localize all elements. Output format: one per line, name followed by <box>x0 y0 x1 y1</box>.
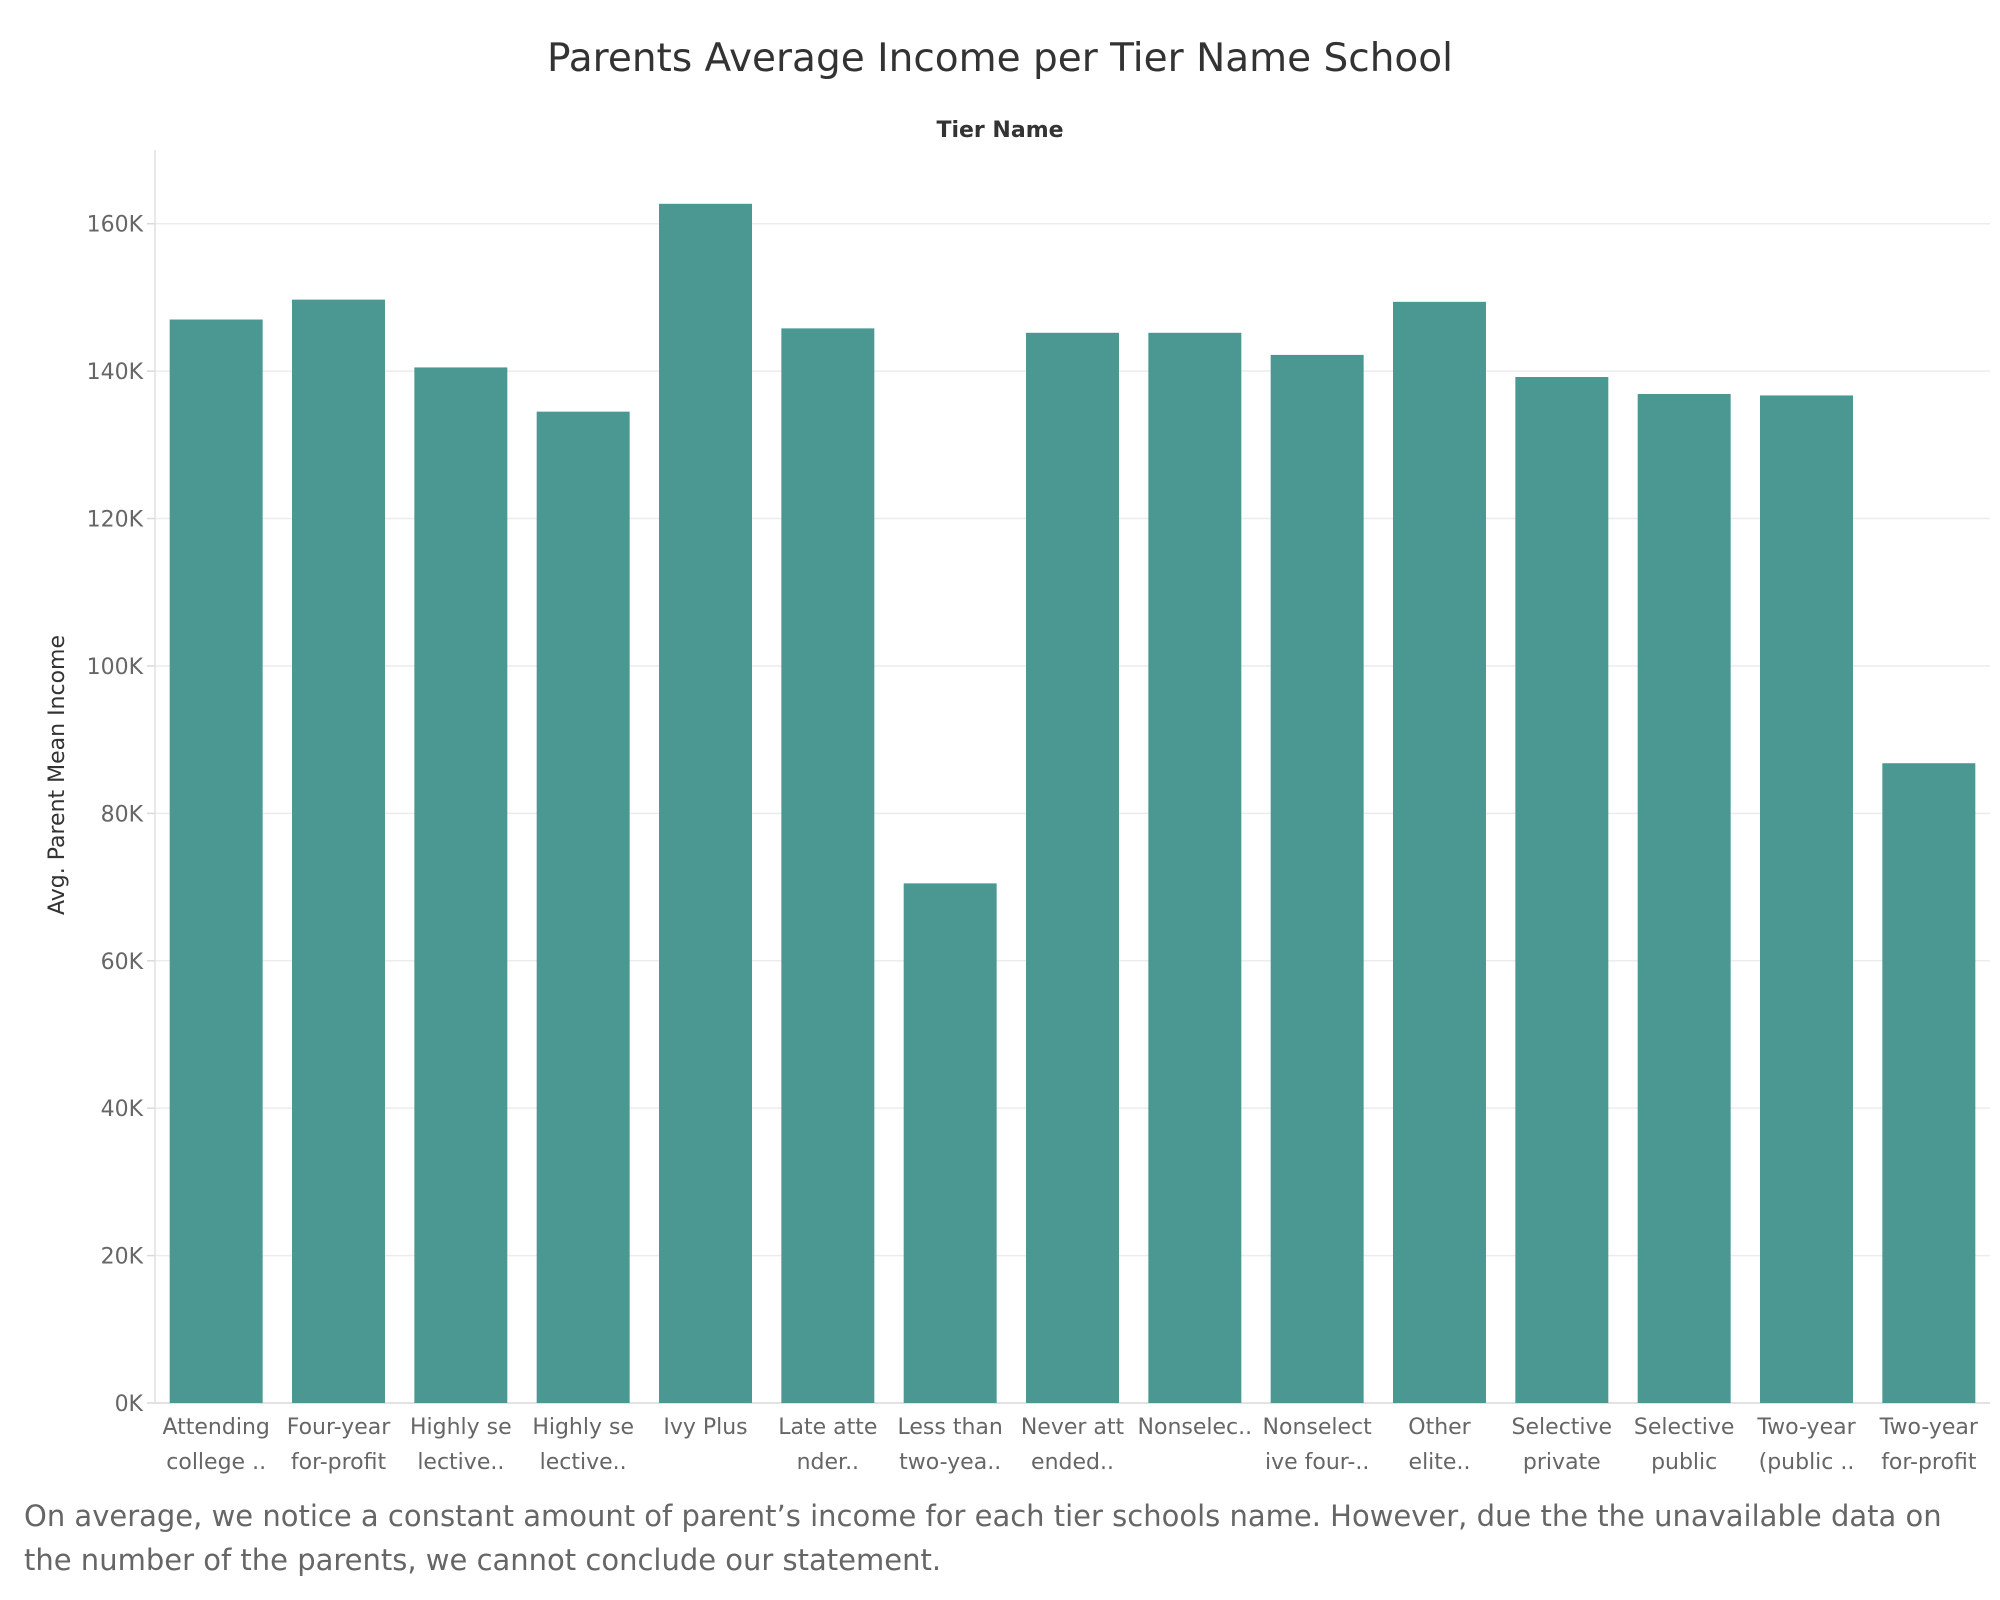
column-header: Tier Name <box>936 118 1064 143</box>
bar[interactable] <box>1515 377 1609 1403</box>
x-category-label: Attending college .. <box>162 1415 269 1475</box>
x-category-label: Late atte nder.. <box>778 1415 877 1475</box>
x-category-label: Two-year (public .. <box>1756 1415 1856 1475</box>
y-tick-label: 0K <box>115 1392 144 1417</box>
x-category-labels: Attending college .. Four-year for-profit Hi… <box>162 1415 1978 1475</box>
x-category-label: Four-year for-profit <box>287 1415 391 1475</box>
y-tick-label: 160K <box>87 213 144 238</box>
bar[interactable] <box>1270 354 1364 1403</box>
bar[interactable] <box>781 328 875 1404</box>
y-tick-label: 80K <box>101 802 144 827</box>
bar[interactable] <box>169 319 263 1403</box>
bar[interactable] <box>1393 301 1486 1403</box>
y-tick-labels: 0K 20K 40K 60K 80K 100K 120K 140K 160K <box>87 213 144 1417</box>
bar[interactable] <box>1760 395 1853 1404</box>
x-category-label: Never att ended.. <box>1021 1415 1125 1475</box>
x-category-label: Ivy Plus <box>663 1415 747 1440</box>
bar[interactable] <box>659 203 752 1403</box>
y-tick-label: 120K <box>87 508 144 533</box>
bar[interactable] <box>1637 393 1731 1404</box>
x-category-label: Highly se lective.. <box>532 1415 634 1475</box>
x-category-label: Two-year for-profit <box>1879 1415 1979 1475</box>
bar[interactable] <box>1026 332 1119 1404</box>
bar[interactable] <box>1882 763 1976 1403</box>
x-category-label: Highly se lective.. <box>410 1415 512 1475</box>
bar-chart: 0K 20K 40K 60K 80K 100K 120K 140K 160K Attending… <box>45 150 1990 1475</box>
x-category-label: Less than two-yea.. <box>898 1415 1003 1475</box>
x-category-label: Selective public <box>1634 1415 1735 1475</box>
x-category-label: Nonselect ive four-.. <box>1263 1415 1373 1475</box>
x-category-label: Nonselec.. <box>1138 1415 1253 1440</box>
bar[interactable] <box>292 299 385 1404</box>
bar[interactable] <box>1148 332 1242 1404</box>
caption-note: On average, we notice a constant amount … <box>24 1499 1942 1577</box>
y-tick-label: 60K <box>101 950 144 975</box>
y-tick-label: 100K <box>87 655 144 680</box>
chart-title: Parents Average Income per Tier Name Sch… <box>546 36 1453 81</box>
y-axis-title: Avg. Parent Mean Income <box>45 635 70 915</box>
y-tick-label: 40K <box>101 1097 144 1122</box>
bars <box>169 203 1976 1404</box>
y-tick-label: 140K <box>87 360 144 385</box>
x-category-label: Other elite.. <box>1408 1415 1471 1475</box>
bar[interactable] <box>414 367 508 1403</box>
x-category-label: Selective private <box>1512 1415 1613 1475</box>
bar[interactable] <box>903 883 997 1403</box>
bar[interactable] <box>536 411 630 1403</box>
y-tick-label: 20K <box>101 1245 144 1270</box>
